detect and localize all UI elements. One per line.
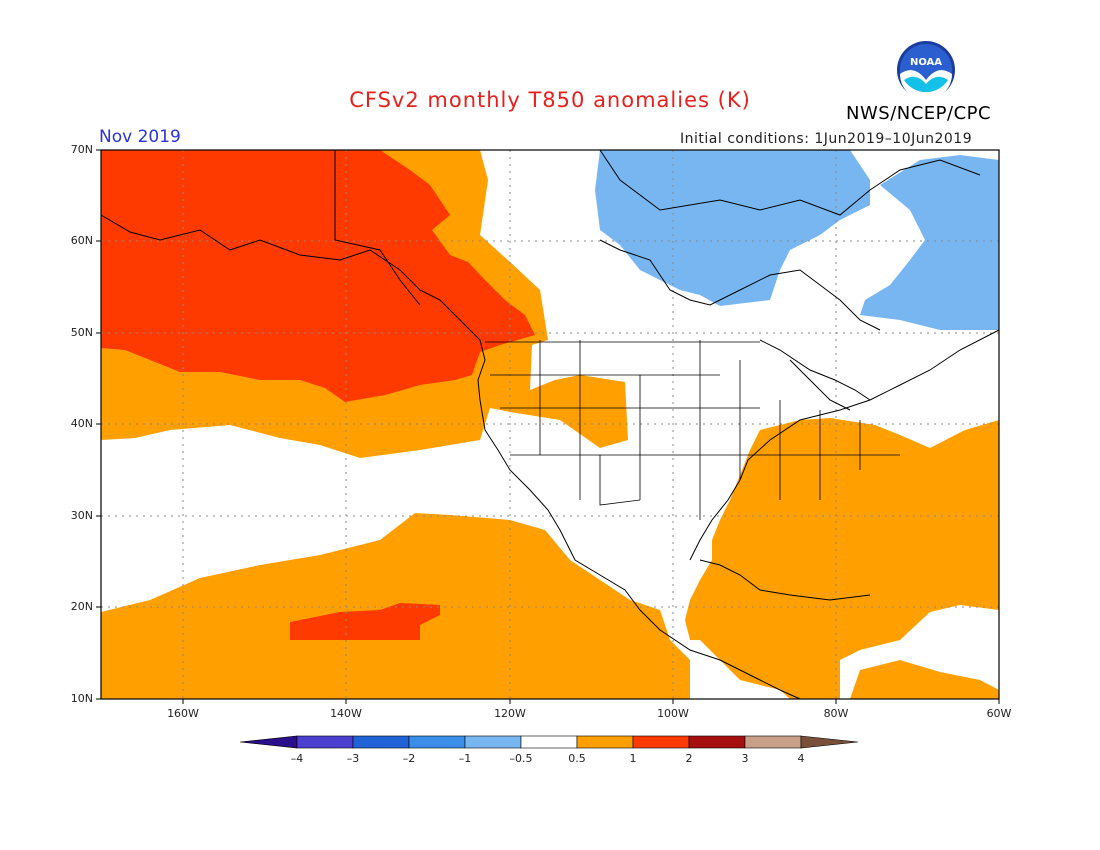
lon-label: 80W [823,707,849,720]
lon-label: 160W [167,707,199,720]
colorbar [239,735,859,749]
colorbar-swatch [688,735,746,749]
colorbar-label: –1 [458,752,472,765]
lon-label: 100W [657,707,689,720]
colorbar-right-arrow [800,735,859,749]
warm-region-subtropical-strong [290,603,440,640]
lon-label: 120W [494,707,526,720]
cool-region-labrador [860,155,999,330]
colorbar-swatch [408,735,466,749]
lat-label: 50N [70,326,93,339]
colorbar-label: –0.5 [509,752,533,765]
colorbar-swatch [632,735,690,749]
cool-region-canada [595,150,870,306]
colorbar-left-arrow [239,735,298,749]
map-title: CFSv2 monthly T850 anomalies (K) [349,88,751,112]
colorbar-swatch [352,735,410,749]
warm-region-alaska [101,150,535,402]
lat-label: 10N [70,692,93,705]
lat-label: 70N [70,143,93,156]
colorbar-label: 1 [629,752,637,765]
lon-label: 60W [986,707,1012,720]
colorbar-label: 4 [797,752,805,765]
warm-region-caribbean [850,660,999,699]
lat-label: 20N [70,600,93,613]
graticule [101,150,999,699]
lat-label: 60N [70,234,93,247]
noaa-logo: NOAA [897,41,955,100]
initial-conditions: Initial conditions: 1Jun2019–10Jun2019 [680,131,973,147]
agency-label: NWS/NCEP/CPC [846,103,992,124]
colorbar-label: –3 [346,752,360,765]
colorbar-label: –4 [290,752,304,765]
axis-ticks [96,149,1000,704]
colorbar-label: –2 [402,752,416,765]
colorbar-swatch [464,735,522,749]
colorbar-label: 0.5 [568,752,586,765]
colorbar-swatch [296,735,354,749]
svg-text:NOAA: NOAA [910,57,942,68]
colorbar-swatch [744,735,802,749]
colorbar-swatch [576,735,634,749]
colorbar-label: 3 [741,752,749,765]
state-boundaries [485,340,900,520]
coastlines [100,149,1000,700]
lat-label: 30N [70,509,93,522]
warm-region-east-us [685,418,999,699]
lon-label: 140W [330,707,362,720]
colorbar-label: 2 [685,752,693,765]
lat-label: 40N [70,417,93,430]
forecast-period: Nov 2019 [99,127,181,147]
colorbar-swatch [520,735,578,749]
